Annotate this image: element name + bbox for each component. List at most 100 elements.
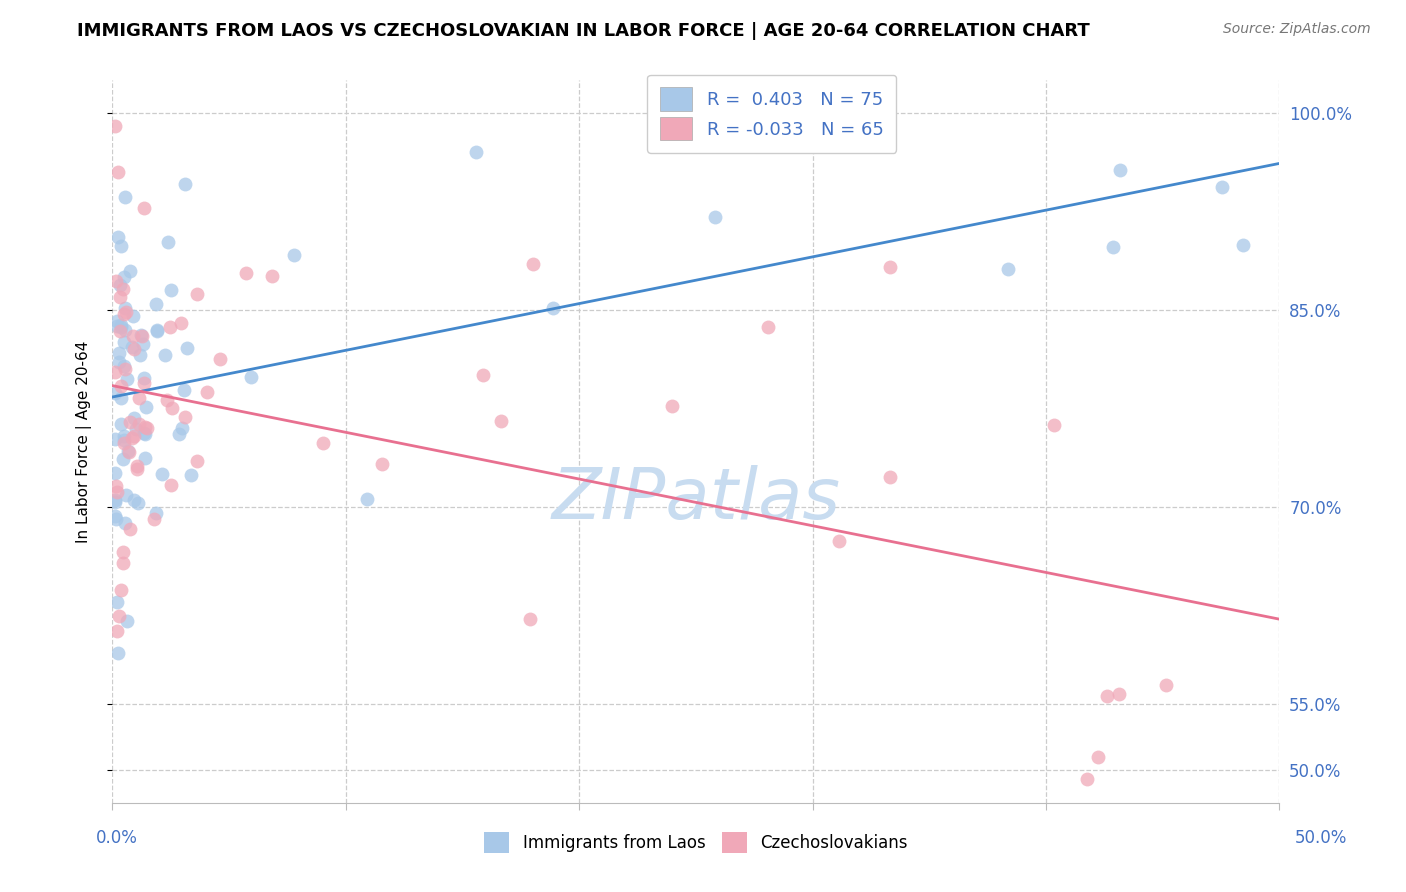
Point xyxy=(879,469,901,483)
Point xyxy=(107,165,129,179)
Point xyxy=(114,516,136,530)
Point xyxy=(110,417,132,431)
Point xyxy=(112,429,135,443)
Point xyxy=(122,493,145,508)
Point xyxy=(1102,240,1125,254)
Point xyxy=(121,340,143,354)
Point xyxy=(152,467,174,481)
Text: 50.0%: 50.0% xyxy=(1295,829,1347,847)
Point xyxy=(105,319,128,334)
Point xyxy=(1108,687,1130,701)
Point xyxy=(235,266,257,280)
Point xyxy=(108,277,131,292)
Point xyxy=(125,422,148,436)
Point xyxy=(176,341,198,355)
Point xyxy=(129,327,152,342)
Point xyxy=(114,323,136,337)
Point xyxy=(132,371,155,385)
Point xyxy=(146,323,169,337)
Point xyxy=(127,461,149,475)
Point xyxy=(114,190,136,204)
Point xyxy=(104,120,127,134)
Point xyxy=(104,511,127,525)
Point xyxy=(125,459,148,474)
Point xyxy=(112,334,135,349)
Point xyxy=(110,290,132,304)
Point xyxy=(186,287,208,301)
Point xyxy=(104,509,127,524)
Point xyxy=(112,452,135,467)
Point xyxy=(173,383,195,397)
Point xyxy=(121,431,143,445)
Point xyxy=(112,307,135,321)
Point xyxy=(120,522,142,536)
Text: ZIPatlas: ZIPatlas xyxy=(551,465,841,533)
Point xyxy=(1043,417,1066,432)
Point xyxy=(104,466,127,480)
Point xyxy=(879,260,901,274)
Point xyxy=(489,414,512,428)
Point xyxy=(108,324,131,338)
Point xyxy=(107,624,129,639)
Point xyxy=(371,457,394,471)
Point xyxy=(145,297,167,311)
Point xyxy=(356,492,378,507)
Point xyxy=(105,485,128,500)
Point xyxy=(180,468,202,483)
Point xyxy=(107,345,129,359)
Point xyxy=(104,365,127,379)
Point xyxy=(186,454,208,468)
Point xyxy=(1109,163,1132,178)
Point xyxy=(114,361,136,376)
Point xyxy=(117,372,139,386)
Point xyxy=(156,393,179,408)
Point xyxy=(107,646,129,660)
Point xyxy=(122,429,145,443)
Point xyxy=(105,479,128,493)
Point xyxy=(115,305,138,319)
Point xyxy=(105,314,128,328)
Point xyxy=(260,268,283,283)
Point xyxy=(104,385,127,400)
Point xyxy=(170,421,193,435)
Point xyxy=(132,376,155,390)
Point xyxy=(128,417,150,432)
Point xyxy=(157,235,180,249)
Point xyxy=(160,283,183,297)
Point xyxy=(105,274,128,288)
Point xyxy=(1211,180,1233,194)
Point xyxy=(195,385,218,400)
Text: IMMIGRANTS FROM LAOS VS CZECHOSLOVAKIAN IN LABOR FORCE | AGE 20-64 CORRELATION C: IMMIGRANTS FROM LAOS VS CZECHOSLOVAKIAN … xyxy=(77,22,1090,40)
Point xyxy=(112,359,135,374)
Point xyxy=(174,410,197,425)
Point xyxy=(134,451,156,466)
Point xyxy=(122,343,145,357)
Point xyxy=(997,262,1019,277)
Point xyxy=(114,301,136,315)
Point xyxy=(111,282,134,296)
Point xyxy=(110,238,132,252)
Text: Source: ZipAtlas.com: Source: ZipAtlas.com xyxy=(1223,22,1371,37)
Point xyxy=(112,269,135,284)
Point xyxy=(134,420,156,434)
Point xyxy=(112,434,135,448)
Point xyxy=(146,324,169,338)
Point xyxy=(828,534,851,549)
Point xyxy=(107,608,129,623)
Y-axis label: In Labor Force | Age 20-64: In Labor Force | Age 20-64 xyxy=(76,341,91,542)
Point xyxy=(283,248,305,262)
Point xyxy=(1095,690,1118,704)
Point xyxy=(115,488,138,502)
Point xyxy=(131,329,153,343)
Point xyxy=(661,399,683,413)
Point xyxy=(169,426,191,441)
Point xyxy=(108,355,131,369)
Point xyxy=(132,337,155,351)
Point xyxy=(472,368,495,382)
Point xyxy=(110,379,132,393)
Point xyxy=(111,556,134,570)
Point xyxy=(117,444,139,458)
Point xyxy=(239,370,262,384)
Point xyxy=(160,401,183,416)
Point xyxy=(160,478,183,492)
